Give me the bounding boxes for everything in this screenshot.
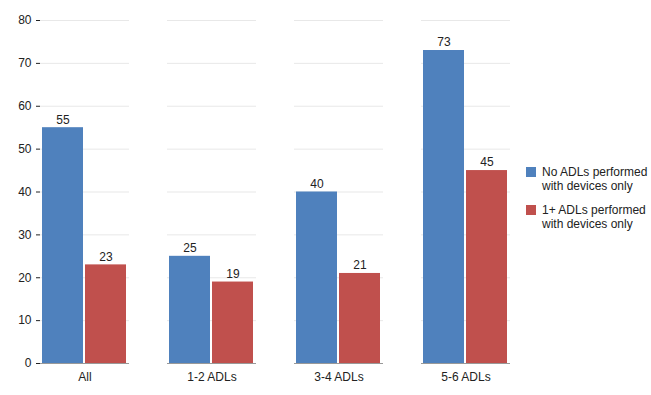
svg-text:25: 25 [183,241,197,255]
svg-text:30: 30 [18,228,32,242]
svg-text:40: 40 [310,177,324,191]
svg-text:60: 60 [18,99,32,113]
html-text:No ADLs performed with devices: No ADLs performed with devices only [542,164,648,193]
svg-text:10: 10 [18,313,32,327]
svg-text:80: 80 [18,13,32,27]
svg-text:1-2 ADLs: 1-2 ADLs [187,370,236,384]
svg-text:55: 55 [56,113,70,127]
html-text:1+ ADLs performed with devices: 1+ ADLs performed with devices only [542,202,646,231]
svg-text:70: 70 [18,56,32,70]
svg-text:50: 50 [18,142,32,156]
svg-text:40: 40 [18,185,32,199]
svg-text:73: 73 [437,35,451,49]
svg-text:19: 19 [226,267,240,281]
svg-text:21: 21 [353,258,367,272]
svg-text:23: 23 [99,250,113,264]
svg-text:5-6 ADLs: 5-6 ADLs [441,370,490,384]
svg-text:20: 20 [18,271,32,285]
svg-text:3-4 ADLs: 3-4 ADLs [314,370,363,384]
svg-text:All: All [78,370,91,384]
svg-text:45: 45 [480,155,494,169]
svg-text:0: 0 [25,356,32,370]
